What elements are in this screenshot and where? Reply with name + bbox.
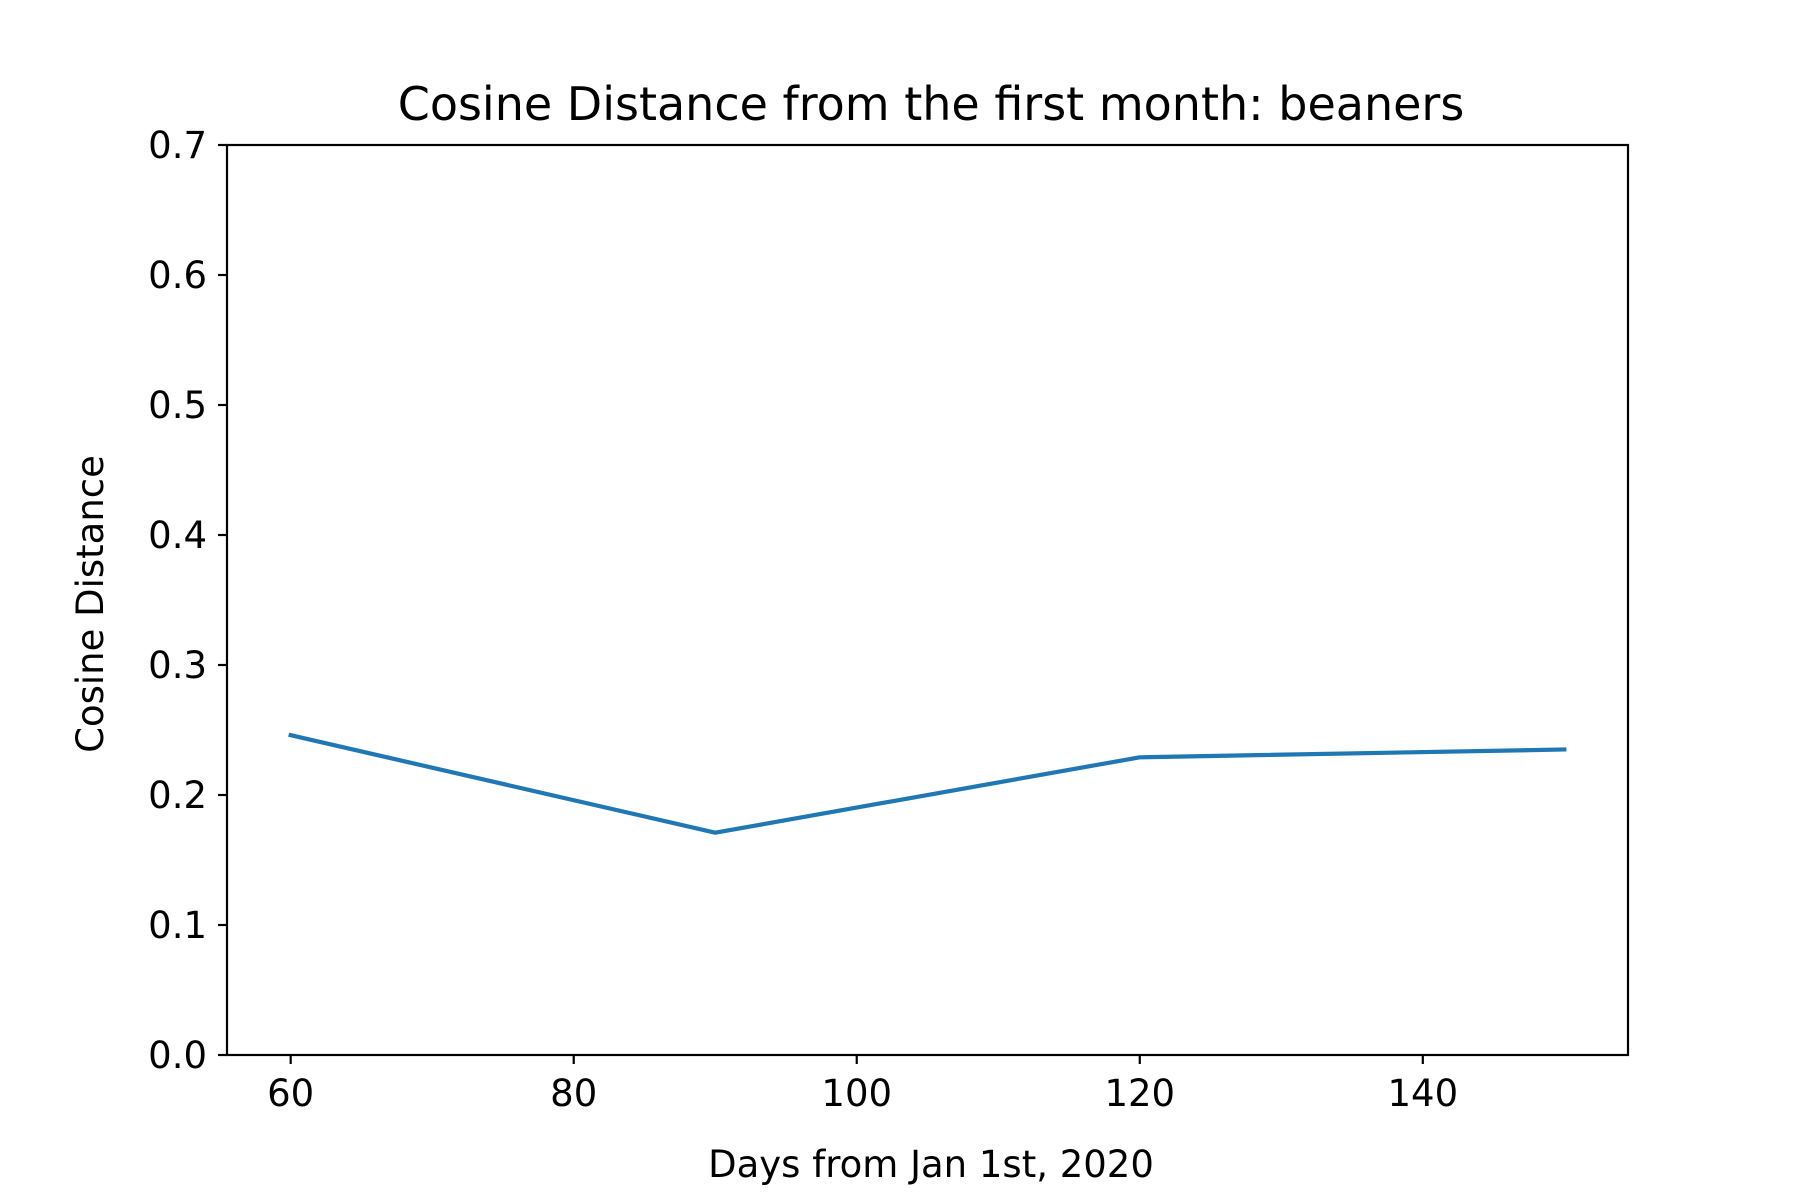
x-axis-title: Days from Jan 1st, 2020	[708, 1143, 1154, 1186]
x-tick-label: 60	[267, 1072, 314, 1115]
y-tick-label: 0.0	[148, 1034, 207, 1077]
y-tick-label: 0.4	[148, 514, 207, 557]
y-tick-label: 0.2	[148, 774, 207, 817]
y-tick-label: 0.3	[148, 644, 207, 687]
y-tick-label: 0.1	[148, 904, 207, 947]
y-tick-label: 0.7	[148, 124, 207, 167]
x-tick-label: 140	[1387, 1072, 1458, 1115]
plot-area: 60 80 100 120 140 0.0 0.1 0.2 0.3 0.4 0.5 0.6 0.7	[148, 124, 1630, 1115]
x-tick-label: 80	[550, 1072, 597, 1115]
chart-title: Cosine Distance from the first month: be…	[398, 77, 1465, 131]
plot-frame	[225, 143, 1630, 1057]
y-tick-label: 0.6	[148, 254, 207, 297]
y-axis-title: Cosine Distance	[69, 455, 112, 753]
series-line	[288, 732, 1567, 835]
y-tick-label: 0.5	[148, 384, 207, 427]
x-tick-label: 120	[1104, 1072, 1175, 1115]
x-tick-label: 100	[821, 1072, 892, 1115]
